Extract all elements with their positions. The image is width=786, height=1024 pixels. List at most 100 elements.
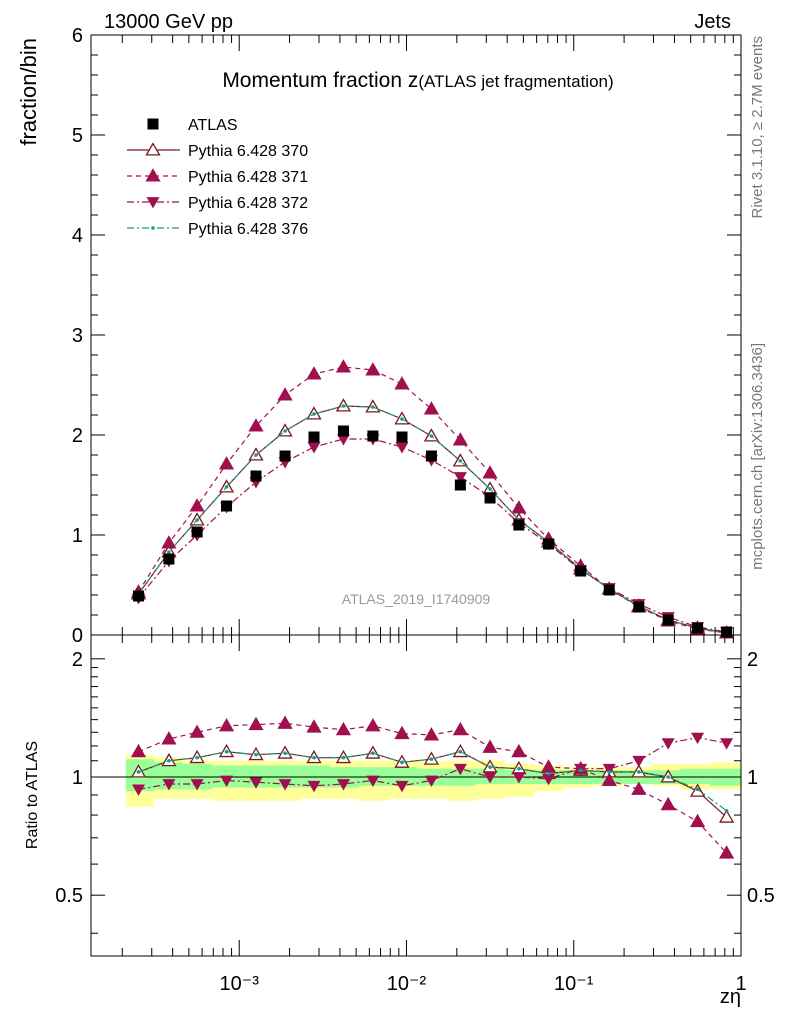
legend-label: Pythia 6.428 376 (188, 221, 308, 238)
main-panel: 0 1 2 3 4 5 6 fraction/bin Momentum fraction z… (16, 25, 742, 647)
legend: ATLAS Pythia 6.428 370 Pythia 6.428 371 Pyt… (127, 117, 308, 238)
ratio-point (190, 779, 204, 791)
legend-label: Pythia 6.428 372 (188, 195, 308, 212)
y-tick-label: 0 (72, 625, 83, 647)
ratio-point (637, 770, 641, 774)
ratio-point (695, 787, 700, 792)
data-point (312, 412, 316, 416)
data-point (306, 366, 322, 380)
legend-entry-pythia-6-428-370: Pythia 6.428 370 (127, 142, 308, 160)
data-point (692, 622, 704, 634)
ratio-point (195, 755, 199, 760)
ratio-point (336, 779, 350, 791)
mcplots-label: mcplots.cern.ch [arXiv:1306.3436] (749, 343, 766, 570)
data-point (371, 405, 375, 409)
data-point (341, 404, 346, 408)
main-y-axis: 0 1 2 3 4 5 6 (72, 25, 741, 647)
legend-label: ATLAS (188, 117, 238, 134)
ratio-point (691, 732, 705, 745)
ratio-point (189, 724, 205, 738)
legend-marker (151, 226, 155, 230)
ratio-point (601, 772, 617, 786)
legend-entry-atlas: ATLAS (147, 117, 238, 134)
data-point (307, 442, 321, 454)
legend-entry-pythia-6-428-376: Pythia 6.428 376 (127, 221, 308, 238)
ratio-point (278, 779, 292, 791)
ratio-point (400, 760, 404, 765)
y-tick-label: 6 (72, 25, 83, 47)
data-point (633, 601, 645, 613)
ratio-point (130, 743, 147, 758)
series-atlas (133, 425, 733, 638)
ratio-point (312, 755, 316, 760)
legend-marker (145, 142, 161, 156)
ratio-point (395, 780, 409, 793)
ratio-y-tick-label-right: 2 (747, 649, 758, 671)
ratio-point (607, 770, 612, 774)
ratio-point (224, 749, 229, 754)
y-tick-label: 1 (72, 525, 83, 547)
ratio-point (482, 739, 498, 753)
data-point (250, 470, 262, 482)
ratio-point (371, 751, 375, 755)
ratio-point (718, 845, 735, 859)
ratio-point (429, 757, 434, 762)
data-point (453, 472, 467, 484)
series-line (137, 366, 727, 634)
data-point (513, 519, 525, 531)
ratio-point (220, 775, 234, 787)
data-point (335, 359, 352, 373)
ratio-point (335, 721, 352, 736)
legend-entry-pythia-6-428-372: Pythia 6.428 372 (127, 195, 308, 212)
data-point (484, 492, 496, 504)
ratio-point (162, 779, 176, 791)
data-point (367, 430, 379, 442)
chart-title-sub: (ATLAS jet fragmentation) (418, 72, 613, 91)
ratio-point (341, 755, 346, 760)
process-label: Jets (694, 11, 731, 33)
ratio-point (423, 727, 440, 741)
rivet-version-label: Rivet 3.1.10, ≥ 2.7M events (749, 36, 766, 219)
data-point (189, 498, 205, 512)
analysis-watermark: ATLAS_2019_I1740909 (342, 591, 491, 607)
legend-marker (145, 168, 161, 182)
ratio-point (632, 755, 646, 768)
data-point (425, 450, 437, 462)
ratio-series (130, 715, 735, 859)
data-point (452, 432, 468, 446)
ratio-y-tick-label: 0.5 (55, 885, 83, 907)
data-point (429, 434, 434, 438)
data-point (394, 376, 410, 390)
ratio-point (631, 781, 647, 795)
chart-title-main: Momentum fraction z (222, 69, 418, 92)
data-point (248, 418, 264, 432)
data-point (308, 431, 320, 443)
ratio-point (452, 721, 468, 736)
ratio-point (511, 743, 527, 758)
ratio-point (666, 775, 670, 779)
stat-band-bin (680, 768, 710, 784)
data-point (365, 362, 381, 376)
data-point (336, 434, 350, 446)
ratio-panel-frame (90, 634, 742, 957)
data-point (167, 550, 171, 554)
ratio-y-axis: 0.5 0.5 1 1 2 2 (55, 649, 775, 934)
ratio-point (249, 777, 263, 789)
ratio-y-tick-label-right: 0.5 (747, 885, 775, 907)
ratio-point (394, 725, 410, 740)
x-tick-label: 1 (735, 973, 746, 995)
ratio-point (132, 784, 146, 796)
ratio-point (453, 763, 467, 776)
legend-marker (147, 118, 159, 130)
ratio-point (546, 771, 551, 776)
ratio-point (307, 780, 321, 793)
ratio-point (720, 738, 734, 750)
ratio-point (254, 752, 258, 757)
ratio-point (306, 719, 322, 733)
data-point (283, 429, 287, 433)
data-point (277, 387, 293, 401)
ratio-x-axis: 10⁻³ 10⁻² 10⁻¹ 1 (121, 635, 747, 995)
ratio-point (424, 775, 438, 787)
data-point (543, 538, 555, 550)
ratio-point (283, 751, 287, 755)
